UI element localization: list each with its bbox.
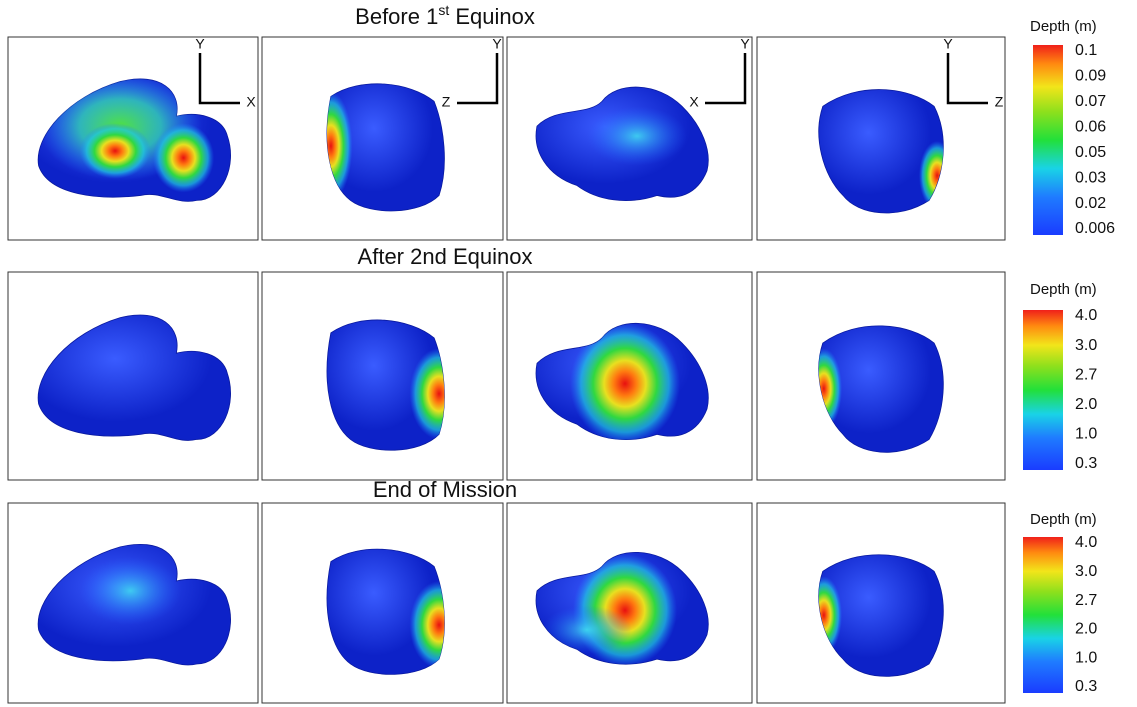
comet-heat	[918, 140, 944, 211]
comet-heat	[570, 323, 680, 440]
row-title-rest: Equinox	[449, 4, 535, 29]
heat-spot	[79, 556, 182, 625]
row-title-sup: st	[438, 2, 449, 18]
axis-triad: YZ	[943, 36, 1003, 110]
axis-label: Y	[195, 36, 205, 52]
colorbar-tick: 0.03	[1075, 169, 1106, 186]
row-title-text: End of Mission	[373, 477, 517, 502]
row-title-text: After 2nd Equinox	[358, 244, 533, 269]
row-title: Before 1st Equinox	[355, 2, 535, 29]
colorbar-tick: 0.05	[1075, 144, 1106, 161]
heat-spot	[409, 581, 445, 669]
heat-spot	[570, 323, 680, 440]
heat-spot	[326, 91, 353, 201]
axis-triad: YX	[195, 36, 256, 110]
heat-spot	[152, 123, 215, 193]
heat-spot	[409, 348, 445, 440]
colorbar-tick: 3.0	[1075, 563, 1097, 580]
colorbar-tick: 3.0	[1075, 337, 1097, 354]
heat-spot	[918, 140, 944, 211]
colorbar-tick: 4.0	[1075, 534, 1097, 551]
colorbar-tick: 2.0	[1075, 396, 1097, 413]
colorbar-tick: 0.02	[1075, 195, 1106, 212]
colorbar-tick: 2.7	[1075, 366, 1097, 383]
heat-spot	[818, 576, 843, 655]
figure-row: After 2nd Equinox Depth (m) 4.0 3.0 2.7 2.0 1.…	[7, 244, 1097, 481]
comet-heat	[818, 348, 843, 430]
comet-heat	[409, 348, 445, 440]
row-title-text: Before 1	[355, 4, 438, 29]
heat-spot	[818, 348, 843, 430]
heat-spot	[587, 106, 687, 166]
colorbar-tick: 2.0	[1075, 621, 1097, 638]
colorbar	[1033, 45, 1063, 235]
comet-heat	[542, 553, 677, 665]
axis-label: X	[246, 94, 256, 110]
axis-label: X	[689, 94, 699, 110]
figure-row: Before 1st Equinox Depth (m) 0.1 0.09 0.07 0.…	[7, 2, 1115, 241]
row-title: End of Mission	[373, 477, 517, 502]
axis-triad: YZ	[442, 36, 503, 110]
axis-lines	[457, 53, 499, 105]
axis-lines	[705, 53, 747, 105]
comet-body	[37, 314, 231, 441]
colorbar	[1023, 310, 1063, 470]
axis-label: Y	[740, 36, 750, 52]
colorbar-tick: 0.09	[1075, 68, 1106, 85]
heat-spot	[79, 123, 151, 179]
comet-heat	[79, 556, 182, 625]
colorbar-tick: 0.1	[1075, 42, 1097, 59]
axis-label: Z	[995, 94, 1004, 110]
colorbar-tick: 0.07	[1075, 93, 1106, 110]
colorbar-tick: 2.7	[1075, 592, 1097, 609]
axis-label: Z	[442, 94, 451, 110]
colorbar-tick: 0.3	[1075, 678, 1097, 695]
axis-triad: YX	[689, 36, 750, 110]
colorbar	[1023, 537, 1063, 693]
colorbar-tick: 0.3	[1075, 455, 1097, 472]
comet-heat	[818, 576, 843, 655]
axis-label: Y	[492, 36, 502, 52]
colorbar-tick: 0.006	[1075, 220, 1115, 237]
heat-spot	[542, 605, 632, 655]
row-title: After 2nd Equinox	[358, 244, 533, 269]
colorbar-label: Depth (m)	[1030, 18, 1097, 35]
axis-label: Y	[943, 36, 953, 52]
colorbar-tick: 4.0	[1075, 307, 1097, 324]
colorbar-tick: 1.0	[1075, 649, 1097, 666]
axis-lines	[946, 53, 988, 105]
comet-heat	[587, 106, 687, 166]
colorbar-label: Depth (m)	[1030, 281, 1097, 298]
comet-heat	[409, 581, 445, 669]
colorbar-label: Depth (m)	[1030, 511, 1097, 528]
axis-lines	[198, 53, 240, 105]
figure-row: End of Mission Depth (m) 4.0 3.0 2.7 2.0 1.0 0.…	[7, 477, 1097, 704]
colorbar-tick: 0.06	[1075, 119, 1106, 136]
comet-heat	[326, 91, 353, 201]
colorbar-tick: 1.0	[1075, 426, 1097, 443]
